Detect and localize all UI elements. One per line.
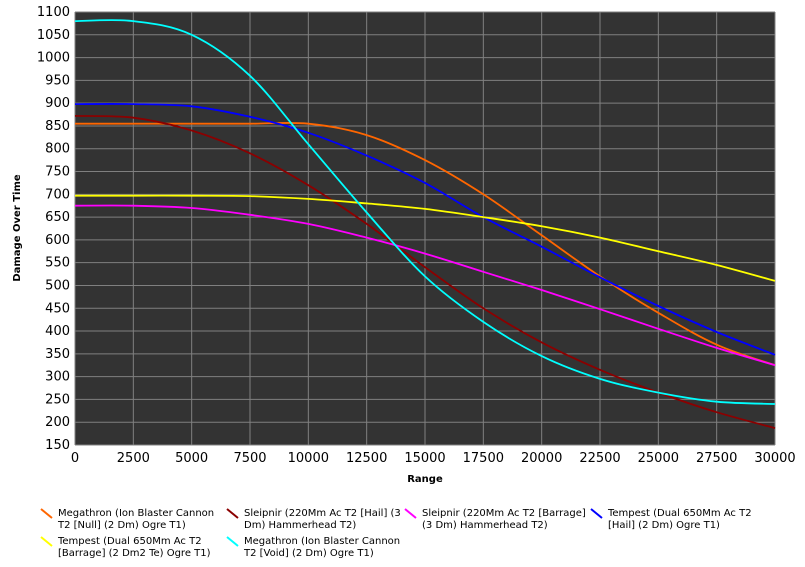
x-tick-label: 25000 (638, 451, 679, 466)
y-tick-label: 300 (45, 370, 70, 385)
x-tick-label: 15000 (404, 451, 445, 466)
x-tick-label: 17500 (463, 451, 504, 466)
x-tick-label: 7500 (233, 451, 266, 466)
y-tick-label: 500 (45, 278, 70, 293)
x-axis-title: Range (407, 474, 443, 485)
y-axis-title: Damage Over Time (12, 174, 23, 282)
x-tick-label: 0 (71, 451, 79, 466)
x-tick-label: 12500 (346, 451, 387, 466)
legend-label: Tempest (Dual 650Mm Ac T2 [Hail] (2 Dm) … (608, 508, 752, 531)
legend-swatch (226, 536, 239, 547)
y-tick-label: 200 (45, 415, 70, 430)
y-tick-label: 1050 (37, 28, 70, 43)
series-line-4 (74, 194, 776, 282)
x-tick-label: 22500 (579, 451, 620, 466)
x-tick-label: 10000 (288, 451, 329, 466)
y-tick-label: 900 (45, 96, 70, 111)
series-lines (74, 19, 776, 429)
y-tick-label: 250 (45, 392, 70, 407)
y-tick-label: 800 (45, 142, 70, 157)
legend-swatch (226, 508, 239, 519)
y-tick-label: 750 (45, 165, 70, 180)
legend-swatch (590, 508, 603, 519)
y-tick-label: 350 (45, 347, 70, 362)
y-tick-label: 650 (45, 210, 70, 225)
y-tick-label: 550 (45, 256, 70, 271)
legend-label: Megathron (Ion Blaster Cannon T2 [Void] … (244, 536, 401, 559)
legend-swatch (40, 508, 53, 519)
y-tick-label: 950 (45, 73, 70, 88)
legend-label: Sleipnir (220Mm Ac T2 [Hail] (3 Dm) Hamm… (244, 508, 401, 531)
series-line-2 (74, 204, 776, 367)
axis-ticks: 0 2500 5000 7500 10000 12500 15000 17500 20000 22… (37, 5, 796, 466)
y-tick-label: 850 (45, 119, 70, 134)
series-line-0 (75, 121, 776, 367)
legend-swatch (404, 508, 417, 519)
y-tick-label: 450 (45, 301, 70, 316)
chart-legend: Megathron (Ion Blaster Cannon T2 [Null] … (40, 507, 800, 565)
series-line-3 (74, 103, 776, 356)
y-tick-label: 600 (45, 233, 70, 248)
y-tick-label: 150 (45, 438, 70, 453)
y-tick-label: 700 (45, 187, 70, 202)
x-tick-label: 20000 (521, 451, 562, 466)
legend-swatch (40, 536, 53, 547)
x-tick-label: 5000 (175, 451, 208, 466)
x-tick-label: 27500 (696, 451, 737, 466)
y-tick-label: 1000 (37, 51, 70, 66)
grid-lines (74, 11, 776, 446)
legend-label: Megathron (Ion Blaster Cannon T2 [Null] … (58, 508, 215, 531)
series-line-5 (74, 19, 776, 405)
y-tick-label: 400 (45, 324, 70, 339)
x-tick-label: 30000 (754, 451, 795, 466)
x-tick-label: 2500 (117, 451, 150, 466)
legend-label: Sleipnir (220Mm Ac T2 [Barrage] (3 Dm) H… (422, 508, 586, 531)
legend-label: Tempest (Dual 650Mm Ac T2 [Barrage] (2 D… (58, 536, 211, 559)
y-tick-label: 1100 (37, 5, 70, 20)
